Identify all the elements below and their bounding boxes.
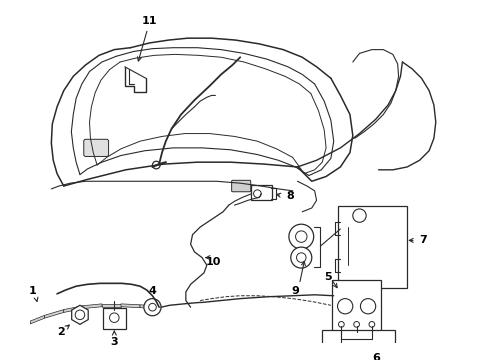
Text: 2: 2 [57,327,65,337]
Polygon shape [72,305,88,324]
Text: 6: 6 [372,353,380,360]
FancyBboxPatch shape [232,180,251,192]
Circle shape [110,313,119,323]
Circle shape [296,253,306,262]
Circle shape [295,231,307,242]
Text: 4: 4 [148,286,156,296]
Text: 11: 11 [142,16,157,26]
Circle shape [354,321,360,327]
Polygon shape [30,315,45,324]
Circle shape [152,161,160,169]
Circle shape [289,224,314,249]
FancyBboxPatch shape [84,139,109,157]
Text: 7: 7 [419,235,427,246]
Circle shape [148,303,156,311]
Text: 9: 9 [292,286,299,296]
Polygon shape [121,304,140,308]
Circle shape [254,190,261,198]
Text: 10: 10 [206,257,221,267]
FancyBboxPatch shape [339,206,407,288]
FancyBboxPatch shape [103,308,126,329]
Polygon shape [140,305,159,309]
Text: 5: 5 [324,272,332,282]
Text: 3: 3 [110,337,118,347]
Polygon shape [64,306,83,312]
Polygon shape [83,304,102,309]
Text: 1: 1 [28,286,36,296]
FancyBboxPatch shape [322,330,395,360]
Circle shape [369,321,375,327]
Polygon shape [45,310,64,318]
Polygon shape [102,304,121,307]
Circle shape [291,247,312,268]
Text: 8: 8 [286,190,294,201]
FancyBboxPatch shape [332,279,381,333]
Circle shape [75,310,85,320]
FancyBboxPatch shape [251,185,272,201]
Circle shape [361,298,376,314]
Circle shape [339,321,344,327]
Circle shape [338,298,353,314]
Circle shape [353,209,366,222]
Circle shape [144,298,161,316]
